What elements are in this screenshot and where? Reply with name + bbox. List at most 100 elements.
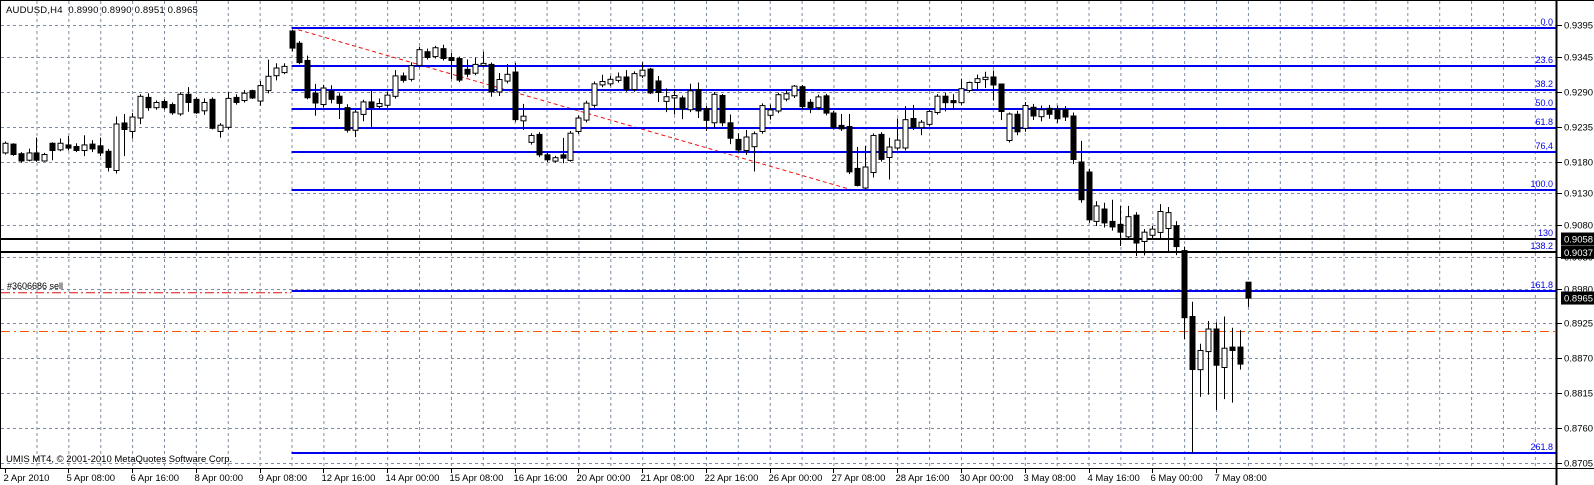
candle-body-bullish[interactable] bbox=[1197, 350, 1204, 371]
candle-body-bearish[interactable] bbox=[799, 86, 806, 108]
candle-body-bullish[interactable] bbox=[599, 80, 606, 86]
candle-body-bullish[interactable] bbox=[41, 154, 48, 162]
candle-body-bullish[interactable] bbox=[153, 101, 160, 109]
candle-body-bearish[interactable] bbox=[161, 101, 168, 109]
candle-body-bullish[interactable] bbox=[583, 102, 590, 121]
candle-body-bullish[interactable] bbox=[113, 123, 120, 172]
candle-body-bearish[interactable] bbox=[1117, 223, 1124, 233]
candle-body-bullish[interactable] bbox=[894, 139, 901, 149]
candle-body-bullish[interactable] bbox=[352, 111, 359, 131]
candle-body-bearish[interactable] bbox=[121, 122, 128, 131]
candle-body-bullish[interactable] bbox=[743, 136, 750, 152]
candle-body-bearish[interactable] bbox=[1054, 108, 1061, 120]
candle-body-bullish[interactable] bbox=[934, 95, 941, 114]
candle-body-bullish[interactable] bbox=[2, 142, 9, 154]
candle-body-bullish[interactable] bbox=[1125, 216, 1132, 238]
candle-body-bullish[interactable] bbox=[1141, 231, 1148, 243]
candle-body-bearish[interactable] bbox=[878, 133, 885, 160]
candle-body-bullish[interactable] bbox=[711, 93, 718, 124]
candle-body-bearish[interactable] bbox=[1030, 106, 1037, 117]
candle-body-bearish[interactable] bbox=[823, 95, 830, 114]
candle-body-bearish[interactable] bbox=[846, 126, 853, 173]
candle-body-bullish[interactable] bbox=[759, 105, 766, 132]
candle-body-bullish[interactable] bbox=[1149, 228, 1156, 236]
candle-body-bullish[interactable] bbox=[974, 78, 981, 83]
candle-body-bullish[interactable] bbox=[177, 93, 184, 115]
candle-body-bearish[interactable] bbox=[328, 90, 335, 100]
candle-body-bearish[interactable] bbox=[488, 63, 495, 93]
candle-body-bearish[interactable] bbox=[18, 153, 25, 162]
candle-body-bearish[interactable] bbox=[249, 90, 256, 99]
candle-body-bearish[interactable] bbox=[560, 154, 567, 159]
candle-body-bullish[interactable] bbox=[552, 157, 559, 162]
candle-body-bearish[interactable] bbox=[193, 98, 200, 114]
candle-body-bearish[interactable] bbox=[703, 108, 710, 121]
candle-body-bearish[interactable] bbox=[65, 144, 72, 149]
candle-body-bullish[interactable] bbox=[862, 166, 869, 189]
candle-body-bearish[interactable] bbox=[145, 96, 152, 109]
candle-body-bearish[interactable] bbox=[49, 142, 56, 152]
candle-body-bullish[interactable] bbox=[1205, 328, 1212, 353]
order-sell-label[interactable]: #3606686 sell bbox=[7, 281, 64, 291]
candle-body-bearish[interactable] bbox=[400, 75, 407, 81]
candle-body-bullish[interactable] bbox=[225, 97, 232, 128]
candle-body-bearish[interactable] bbox=[647, 68, 654, 94]
candle-body-bearish[interactable] bbox=[1086, 171, 1093, 221]
candle-body-bullish[interactable] bbox=[966, 81, 973, 91]
candle-body-bearish[interactable] bbox=[695, 89, 702, 112]
candle-body-bearish[interactable] bbox=[368, 101, 375, 109]
candle-body-bearish[interactable] bbox=[336, 95, 343, 104]
candle-body-bullish[interactable] bbox=[201, 101, 208, 112]
candle-body-bearish[interactable] bbox=[1070, 115, 1077, 161]
candle-body-bearish[interactable] bbox=[512, 71, 519, 121]
candle-body-bearish[interactable] bbox=[1189, 315, 1196, 370]
candle-body-bullish[interactable] bbox=[504, 73, 511, 82]
candle-body-bearish[interactable] bbox=[456, 58, 463, 81]
candle-body-bearish[interactable] bbox=[1014, 113, 1021, 133]
candle-body-bearish[interactable] bbox=[185, 93, 192, 103]
candle-body-bearish[interactable] bbox=[942, 95, 949, 104]
candle-body-bearish[interactable] bbox=[89, 143, 96, 150]
candle-body-bearish[interactable] bbox=[1062, 109, 1069, 118]
candle-body-bullish[interactable] bbox=[129, 116, 136, 132]
candle-body-bullish[interactable] bbox=[671, 95, 678, 99]
candle-body-bullish[interactable] bbox=[639, 69, 646, 77]
candle-body-bearish[interactable] bbox=[679, 97, 686, 110]
candle-body-bullish[interactable] bbox=[376, 102, 383, 107]
candle-body-bearish[interactable] bbox=[73, 146, 80, 152]
candle-body-bullish[interactable] bbox=[982, 76, 989, 81]
candle-body-bullish[interactable] bbox=[902, 119, 909, 149]
candle-body-bearish[interactable] bbox=[735, 138, 742, 151]
candle-body-bullish[interactable] bbox=[432, 47, 439, 58]
candle-body-bullish[interactable] bbox=[775, 94, 782, 112]
candle-body-bearish[interactable] bbox=[10, 143, 17, 156]
candle-body-bullish[interactable] bbox=[1165, 212, 1172, 229]
candle-body-bearish[interactable] bbox=[1229, 346, 1236, 352]
candle-body-bullish[interactable] bbox=[687, 90, 694, 111]
candle-body-bullish[interactable] bbox=[320, 87, 327, 106]
candle-body-bullish[interactable] bbox=[273, 67, 280, 77]
candle-body-bullish[interactable] bbox=[384, 94, 391, 106]
candle-body-bearish[interactable] bbox=[1213, 328, 1220, 366]
candle-body-bearish[interactable] bbox=[719, 95, 726, 124]
candle-body-bearish[interactable] bbox=[990, 76, 997, 86]
candle-body-bearish[interactable] bbox=[1133, 214, 1140, 244]
candle-body-bullish[interactable] bbox=[926, 110, 933, 125]
candle-body-bullish[interactable] bbox=[137, 95, 144, 119]
candle-body-bearish[interactable] bbox=[440, 48, 447, 60]
candle-body-bullish[interactable] bbox=[1038, 109, 1045, 118]
candle-body-bullish[interactable] bbox=[81, 144, 88, 152]
candle-body-bearish[interactable] bbox=[536, 133, 543, 156]
candle-body-bullish[interactable] bbox=[241, 92, 248, 102]
candle-body-bearish[interactable] bbox=[289, 30, 296, 49]
candle-body-bullish[interactable] bbox=[217, 124, 224, 132]
candle-body-bearish[interactable] bbox=[998, 83, 1005, 112]
candle-body-bearish[interactable] bbox=[910, 117, 917, 129]
candle-body-bullish[interactable] bbox=[663, 96, 670, 102]
candle-body-bullish[interactable] bbox=[591, 83, 598, 106]
candle-body-bullish[interactable] bbox=[1006, 113, 1013, 141]
candle-body-bearish[interactable] bbox=[105, 150, 112, 168]
candle-body-bearish[interactable] bbox=[344, 107, 351, 131]
candle-body-bullish[interactable] bbox=[281, 65, 288, 74]
candle-body-bullish[interactable] bbox=[767, 109, 774, 116]
